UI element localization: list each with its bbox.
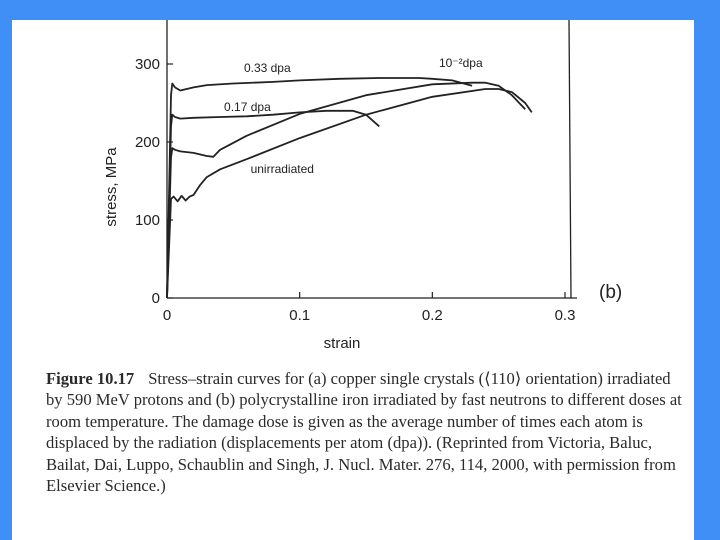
- series-line-3: [166, 88, 533, 299]
- slide-page: 0 100 200 300 0 0.1 0.2 0.3 0.33 dpa 0.17 dpa 10⁻…: [12, 20, 694, 540]
- panel-label: (b): [599, 282, 622, 303]
- y-axis-title: stress, MPa: [103, 147, 120, 227]
- x-tick-label: 0: [163, 307, 171, 324]
- tick-group: 0 100 200 300 0 0.1 0.2 0.3: [135, 56, 575, 324]
- y-tick-label: 300: [135, 56, 160, 73]
- series-line-0: [166, 77, 473, 299]
- series-line-1: [166, 109, 380, 299]
- right-frame-line: [568, 20, 572, 299]
- y-tick-label: 200: [135, 134, 160, 151]
- figure-caption: Figure 10.17 Stress–strain curves for (a)…: [46, 368, 686, 496]
- x-tick-label: 0.3: [555, 307, 576, 324]
- y-tick-label: 100: [135, 212, 160, 229]
- series-label: 0.33 dpa: [244, 61, 291, 75]
- series-label: 10⁻²dpa: [439, 56, 483, 70]
- x-axis-title: strain: [324, 335, 361, 352]
- x-tick-label: 0.1: [289, 307, 310, 324]
- y-tick-label: 0: [152, 290, 160, 307]
- series-label: 0.17 dpa: [224, 100, 271, 114]
- chart-axes: [166, 20, 577, 299]
- figure-number: Figure 10.17: [46, 369, 135, 388]
- caption-text: Stress–strain curves for (a) copper sing…: [46, 369, 682, 496]
- stress-strain-chart: 0 100 200 300 0 0.1 0.2 0.3 0.33 dpa 0.17 dpa 10⁻…: [103, 20, 622, 352]
- series-group: [166, 77, 533, 299]
- series-line-2: [166, 81, 526, 299]
- x-tick-label: 0.2: [422, 307, 443, 324]
- series-label-group: 0.33 dpa 0.17 dpa 10⁻²dpa unirradiated: [224, 56, 483, 176]
- series-label: unirradiated: [251, 162, 314, 176]
